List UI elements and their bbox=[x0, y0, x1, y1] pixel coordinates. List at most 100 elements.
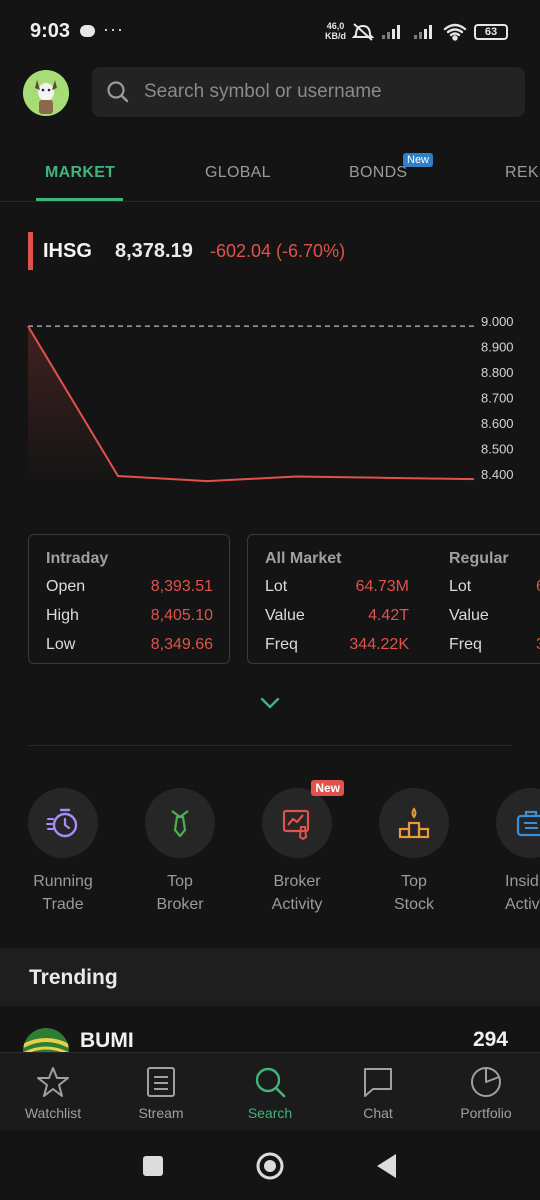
y-tick-label: 8.600 bbox=[481, 416, 514, 431]
search-input[interactable] bbox=[144, 79, 504, 105]
nav-search[interactable]: Search bbox=[220, 1065, 320, 1121]
dog-avatar-icon bbox=[23, 70, 69, 116]
shortcut-label: Top Broker bbox=[130, 870, 230, 916]
intraday-card[interactable]: Intraday Open 8,393.51 High 8,405.10 Low… bbox=[28, 534, 230, 664]
status-icons bbox=[352, 23, 467, 41]
bottom-navigation: Watchlist Stream Search Chat Portfolio bbox=[0, 1052, 540, 1130]
y-tick-label: 9.000 bbox=[481, 314, 514, 329]
shortcut-label-line2: Stock bbox=[393, 896, 434, 913]
search-icon bbox=[255, 1067, 286, 1098]
shortcut-top-broker[interactable]: Top Broker bbox=[130, 788, 230, 916]
status-bar: 9:03 ··· 46,0 KB/d 63 bbox=[0, 0, 540, 62]
all-market-title: All Market bbox=[265, 550, 342, 567]
regular-freq-value: 3 bbox=[536, 636, 540, 654]
regular-lot-value: 6 bbox=[536, 578, 540, 596]
regular-title: Regular bbox=[449, 550, 509, 567]
network-speed-value: 46,0 bbox=[326, 21, 345, 31]
shortcut-label-line1: Insid bbox=[505, 873, 539, 890]
tab-global[interactable]: GLOBAL bbox=[205, 164, 271, 181]
tab-market[interactable]: MARKET bbox=[45, 164, 116, 181]
nav-stream[interactable]: Stream bbox=[111, 1065, 211, 1121]
shortcut-label: Running Trade bbox=[13, 870, 113, 916]
divider bbox=[28, 745, 512, 746]
star-icon bbox=[37, 1067, 69, 1097]
y-tick-label: 8.800 bbox=[481, 365, 514, 380]
regular-lot-label: Lot bbox=[449, 578, 472, 595]
top-broker-icon-wrap bbox=[145, 788, 215, 858]
market-tabs: MARKET GLOBAL BONDS New REKS bbox=[0, 150, 540, 202]
intraday-open-value: 8,393.51 bbox=[150, 578, 213, 595]
intraday-open-label: Open bbox=[46, 578, 86, 595]
back-icon bbox=[377, 1154, 396, 1178]
nav-label: Chat bbox=[363, 1105, 393, 1121]
all-market-value-value: 4.42T bbox=[368, 607, 409, 624]
shortcut-label: Insid Activ bbox=[481, 870, 540, 916]
chart-activity-icon bbox=[282, 809, 310, 841]
more-notifications-icon: ··· bbox=[103, 19, 124, 39]
regular-freq-label: Freq bbox=[449, 636, 482, 653]
status-time: 9:03 bbox=[30, 20, 71, 42]
search-icon bbox=[107, 81, 129, 103]
shortcut-label-line1: Top bbox=[401, 873, 427, 890]
expand-chevron-icon[interactable] bbox=[259, 696, 281, 710]
nav-label: Portfolio bbox=[460, 1105, 512, 1121]
podium-icon bbox=[398, 807, 430, 839]
avatar[interactable] bbox=[23, 70, 69, 116]
shortcut-label-line2: Activity bbox=[271, 896, 323, 913]
search-bar[interactable] bbox=[92, 67, 525, 117]
pie-chart-icon bbox=[471, 1067, 501, 1097]
new-badge: New bbox=[311, 780, 344, 796]
shortcut-insider-activity[interactable]: Insid Activ bbox=[481, 788, 540, 916]
stream-icon bbox=[147, 1067, 175, 1097]
nav-label: Watchlist bbox=[24, 1105, 82, 1121]
y-tick-label: 8.500 bbox=[481, 442, 514, 457]
nav-watchlist[interactable]: Watchlist bbox=[3, 1065, 103, 1121]
tie-icon bbox=[171, 810, 189, 838]
index-indicator-bar bbox=[28, 232, 33, 270]
nav-chat[interactable]: Chat bbox=[328, 1065, 428, 1121]
tab-active-indicator bbox=[36, 198, 123, 201]
chat-icon bbox=[364, 1068, 392, 1097]
index-name[interactable]: IHSG bbox=[43, 240, 92, 262]
nav-label: Stream bbox=[138, 1105, 184, 1121]
shortcut-top-stock[interactable]: Top Stock bbox=[364, 788, 464, 916]
shortcut-label: Broker Activity bbox=[247, 870, 347, 916]
shortcut-label: Top Stock bbox=[364, 870, 464, 916]
network-speed-unit: KB/d bbox=[325, 31, 346, 41]
trending-item[interactable]: BUMI 294 bbox=[0, 1006, 540, 1052]
all-market-lot-value: 64.73M bbox=[355, 578, 409, 595]
regular-value-label: Value bbox=[449, 607, 489, 624]
y-tick-label: 8.400 bbox=[481, 467, 514, 482]
shortcut-label-line1: Running bbox=[33, 873, 93, 890]
tab-reksadana[interactable]: REKS bbox=[505, 164, 540, 181]
top-stock-icon-wrap bbox=[379, 788, 449, 858]
chart-area bbox=[28, 326, 474, 484]
shortcut-running-trade[interactable]: Running Trade bbox=[13, 788, 113, 916]
broker-activity-icon-wrap: New bbox=[262, 780, 344, 858]
signal-icon-2 bbox=[414, 25, 432, 39]
y-tick-label: 8.900 bbox=[481, 340, 514, 355]
trending-price: 294 bbox=[472, 1028, 508, 1051]
index-change: -602.04 (-6.70%) bbox=[210, 241, 346, 261]
y-axis-ticks: 9.000 8.900 8.800 8.700 8.600 8.500 8.400 bbox=[481, 314, 514, 482]
shortcut-label-line1: Top bbox=[167, 873, 193, 890]
trending-title: Trending bbox=[29, 966, 118, 989]
wifi-icon bbox=[443, 23, 467, 41]
nav-label: Search bbox=[247, 1105, 293, 1121]
insider-activity-icon-wrap bbox=[496, 788, 540, 858]
system-nav-buttons bbox=[143, 1152, 396, 1180]
shortcut-broker-activity[interactable]: New Broker Activity bbox=[247, 780, 347, 916]
nav-portfolio[interactable]: Portfolio bbox=[436, 1065, 536, 1121]
shortcut-label-line2: Broker bbox=[156, 896, 204, 913]
index-chart[interactable]: 9.000 8.900 8.800 8.700 8.600 8.500 8.400 bbox=[0, 300, 540, 500]
trending-symbol: BUMI bbox=[80, 1029, 134, 1052]
tab-bonds[interactable]: BONDS bbox=[349, 164, 408, 181]
stopwatch-icon bbox=[46, 808, 78, 838]
chart-line-series bbox=[27, 325, 475, 483]
shortcut-label-line2: Trade bbox=[42, 896, 84, 913]
y-tick-label: 8.700 bbox=[481, 391, 514, 406]
chat-notification-icon bbox=[80, 25, 95, 37]
market-stats-card[interactable]: All Market Lot 64.73M Value 4.42T Freq 3… bbox=[247, 534, 540, 664]
signal-icon-1 bbox=[382, 25, 400, 39]
running-trade-icon-wrap bbox=[28, 788, 98, 858]
